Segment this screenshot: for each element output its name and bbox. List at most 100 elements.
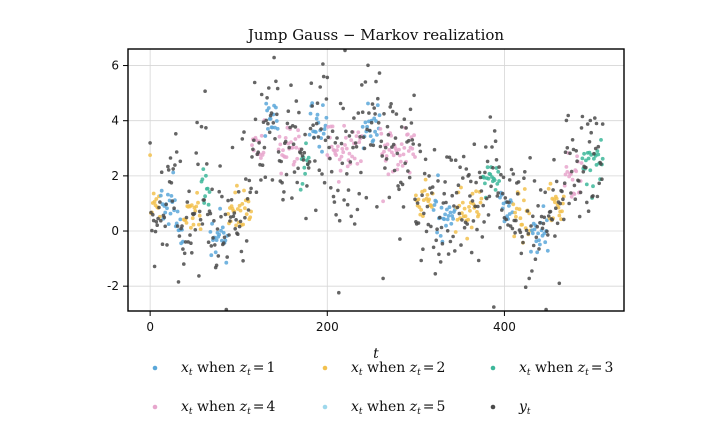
y-point	[476, 258, 481, 263]
y-point	[577, 214, 582, 219]
y-point	[537, 247, 541, 251]
y-point	[377, 71, 382, 75]
y-point	[438, 215, 442, 220]
y-point	[284, 172, 289, 177]
y-point	[548, 209, 553, 214]
x-point-state-2	[189, 225, 193, 230]
x-point-state-1	[375, 133, 379, 137]
y-point	[195, 120, 199, 125]
x-point-state-1	[313, 130, 318, 134]
x-point-state-4	[569, 194, 574, 199]
y-point	[392, 168, 397, 173]
y-point	[485, 159, 490, 164]
chart-title: Jump Gauss − Markov realization	[246, 26, 504, 44]
x-point-state-3	[204, 173, 208, 178]
y-point	[325, 75, 330, 80]
y-point	[364, 195, 369, 200]
y-point	[536, 204, 540, 208]
x-point-state-2	[465, 236, 470, 241]
y-point	[482, 220, 486, 224]
y-point	[270, 178, 275, 182]
y-point	[445, 155, 449, 159]
y-point	[409, 121, 414, 125]
x-point-state-1	[431, 208, 436, 212]
y-point	[487, 194, 492, 199]
x-point-state-1	[507, 204, 511, 208]
legend-label: yt	[518, 399, 531, 417]
y-point	[222, 235, 227, 240]
legend-item: yt	[490, 399, 531, 417]
x-point-state-1	[530, 231, 535, 236]
y-point	[370, 102, 375, 106]
x-point-state-4	[292, 159, 297, 164]
x-point-state-3	[496, 169, 501, 174]
y-point	[283, 139, 288, 144]
x-point-state-3	[592, 156, 596, 161]
x-point-state-1	[543, 240, 548, 245]
y-point	[499, 172, 503, 177]
x-point-state-3	[586, 156, 591, 161]
y-point	[422, 171, 427, 176]
y-point	[158, 200, 162, 204]
y-point	[539, 214, 544, 219]
x-point-state-1	[371, 138, 376, 143]
y-point	[259, 178, 263, 182]
y-point	[357, 191, 362, 196]
x-point-state-1	[439, 205, 444, 210]
y-point	[267, 86, 271, 90]
y-point	[573, 197, 578, 201]
x-point-state-4	[289, 140, 293, 145]
y-point	[351, 145, 355, 150]
y-point	[285, 121, 290, 126]
y-point	[345, 202, 350, 207]
y-point	[515, 192, 520, 196]
x-point-state-1	[321, 131, 326, 136]
x-point-state-4	[341, 150, 346, 155]
y-point	[477, 170, 482, 175]
x-point-state-1	[214, 238, 219, 243]
y-point	[533, 257, 538, 262]
y-point	[523, 170, 527, 174]
x-point-state-4	[406, 132, 410, 137]
y-point	[154, 220, 159, 224]
y-point	[249, 186, 253, 191]
y-point	[561, 197, 565, 201]
y-point	[380, 154, 385, 158]
x-point-state-2	[467, 205, 471, 209]
y-point	[402, 117, 407, 121]
x-point-state-4	[296, 128, 300, 133]
x-point-state-1	[159, 188, 164, 193]
y-point	[260, 163, 265, 167]
y-point	[170, 199, 175, 203]
x-point-state-1	[435, 230, 439, 235]
x-point-state-2	[429, 205, 434, 209]
y-point	[600, 122, 605, 126]
legend: xt when zt = 1 xt when zt = 2 xt when zt = 3 xt w…	[152, 360, 613, 417]
y-point	[259, 92, 264, 97]
y-point	[593, 116, 597, 120]
y-point	[199, 124, 204, 129]
y-point	[384, 157, 389, 161]
y-point	[424, 229, 429, 234]
y-point	[528, 156, 532, 160]
y-point	[314, 208, 318, 213]
y-point	[462, 225, 467, 230]
y-point	[479, 189, 484, 193]
x-point-state-1	[438, 234, 443, 238]
x-point-state-1	[324, 115, 329, 120]
x-point-state-1	[377, 113, 382, 118]
y-point	[193, 228, 198, 232]
y-point	[251, 147, 255, 152]
y-point	[253, 117, 258, 122]
y-point	[337, 290, 341, 295]
x-point-state-1	[221, 230, 226, 235]
x-point-state-4	[343, 143, 347, 147]
y-point	[360, 110, 365, 114]
x-point-state-1	[178, 217, 183, 222]
y-point	[527, 276, 531, 281]
y-point	[276, 150, 281, 154]
y-point	[426, 222, 431, 227]
y-point	[541, 221, 546, 226]
y-point	[557, 281, 562, 286]
